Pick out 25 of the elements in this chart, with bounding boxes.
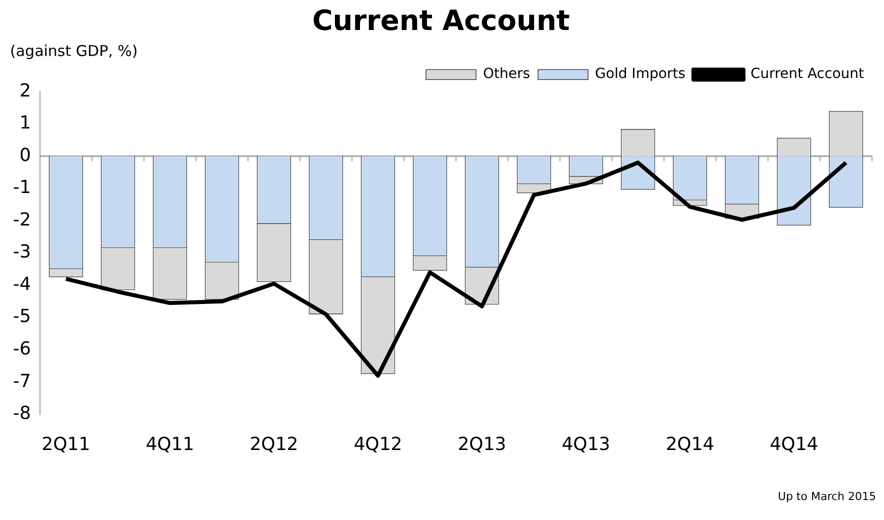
legend-label: Others bbox=[483, 66, 530, 82]
x-tick-label: 2Q12 bbox=[250, 434, 298, 455]
y-tick-label: -7 bbox=[12, 370, 31, 392]
x-tick-label: 2Q14 bbox=[666, 434, 714, 455]
chart-title: Current Account bbox=[312, 4, 570, 38]
x-tick-label: 4Q12 bbox=[354, 434, 402, 455]
x-tick-label: 4Q13 bbox=[562, 434, 610, 455]
y-tick-label: -3 bbox=[12, 242, 31, 263]
y-tick-label: -6 bbox=[12, 338, 31, 360]
x-tick-label: 4Q11 bbox=[146, 434, 194, 455]
y-tick-label: -2 bbox=[12, 209, 31, 230]
y-tick-label: 0 bbox=[19, 144, 31, 166]
text: Up to March 2015 bbox=[776, 490, 876, 503]
legend-label: Gold Imports bbox=[595, 66, 686, 82]
x-tick-label: 2Q13 bbox=[458, 434, 506, 455]
y-tick-label: -5 bbox=[12, 306, 31, 328]
x-tick-label: 4Q14 bbox=[770, 434, 818, 455]
y-tick-label: -8 bbox=[12, 403, 31, 424]
y-tick-label: -1 bbox=[12, 177, 31, 198]
y-tick-label: 2 bbox=[19, 80, 31, 102]
y-axis-title: (against GDP, %) bbox=[10, 42, 138, 60]
legend-label: Current Account bbox=[750, 66, 865, 82]
y-tick-label: -4 bbox=[12, 274, 31, 295]
y-tick-label: 1 bbox=[19, 112, 31, 134]
x-tick-label: 2Q11 bbox=[42, 434, 90, 455]
